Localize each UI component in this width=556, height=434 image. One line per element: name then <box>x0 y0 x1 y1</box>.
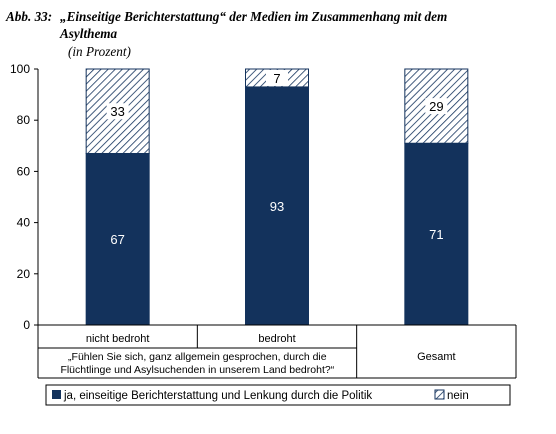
data-label-nein-0: 33 <box>110 104 124 119</box>
data-label-bg-nein-1 <box>266 69 288 86</box>
data-label-nein-1: 7 <box>273 71 280 86</box>
legend-swatch-ja <box>52 390 61 399</box>
x-tick-label-1: bedroht <box>258 333 295 345</box>
y-tick-label-5: 100 <box>10 62 30 76</box>
y-tick-label-0: 0 <box>23 318 30 332</box>
x-tick-label-0: nicht bedroht <box>86 333 150 345</box>
group-label-line-2: Flüchtlinge und Asylsuchenden in unserem… <box>60 364 334 376</box>
legend-swatch-nein <box>434 389 445 400</box>
y-tick-label-2: 40 <box>17 216 31 230</box>
chart-title-number: Abb. 33: <box>6 9 53 24</box>
bar-ja-1 <box>245 86 309 326</box>
data-label-bg-nein-2 <box>425 98 448 115</box>
bar-ja-2 <box>404 142 469 326</box>
data-label-ja-2: 71 <box>429 227 443 242</box>
chart-title-line2: Asylthema <box>60 26 118 41</box>
chart-title-line1: „Einseitige Berichterstattung“ der Medie… <box>60 9 448 24</box>
data-label-bg-nein-0 <box>106 103 129 120</box>
data-label-nein-2: 29 <box>429 99 443 114</box>
chart-subtitle: (in Prozent) <box>68 44 131 59</box>
y-tick-label-4: 80 <box>17 113 31 127</box>
legend-box <box>45 384 511 406</box>
group-label-line-1: „Fühlen Sie sich, ganz allgemein gesproc… <box>68 351 327 363</box>
data-label-ja-0: 67 <box>110 232 124 247</box>
y-tick-label-1: 20 <box>17 267 31 281</box>
x-tick-label-2: Gesamt <box>417 351 456 363</box>
legend-label-ja: ja, einseitige Berichterstattung und Len… <box>63 390 372 402</box>
y-tick-label-3: 60 <box>17 164 31 178</box>
data-label-ja-1: 93 <box>270 199 284 214</box>
legend-label-nein: nein <box>447 390 469 402</box>
